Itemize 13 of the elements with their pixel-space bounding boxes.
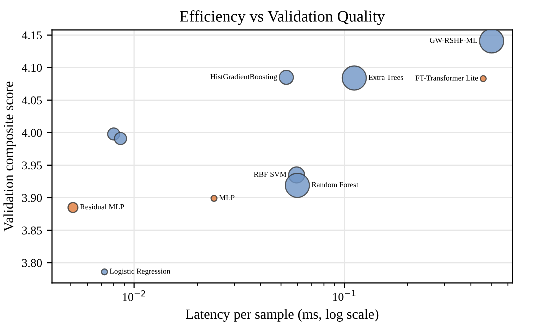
y-tick-label: 3.90 — [22, 194, 42, 202]
y-tick-label: 4.05 — [22, 96, 42, 105]
y-tick-label: 3.80 — [22, 259, 42, 268]
x-tick-label: 10$^{−2}$ — [123, 290, 146, 302]
chart-title: Efficiency vs Validation Quality — [180, 10, 386, 26]
y-tick-label: 4.15 — [22, 32, 42, 40]
y-tick-label: 4.10 — [22, 64, 42, 72]
y-tick-label: 3.95 — [22, 162, 42, 170]
x-axis-title: Latency per sample (ms, log scale) — [186, 309, 379, 322]
y-tick-label: 3.85 — [22, 226, 42, 235]
y-axis-title: Validation composite score — [4, 82, 16, 232]
x-tick-label: 10$^{−1}$ — [333, 290, 356, 302]
y-tick-label: 4.00 — [22, 129, 42, 138]
